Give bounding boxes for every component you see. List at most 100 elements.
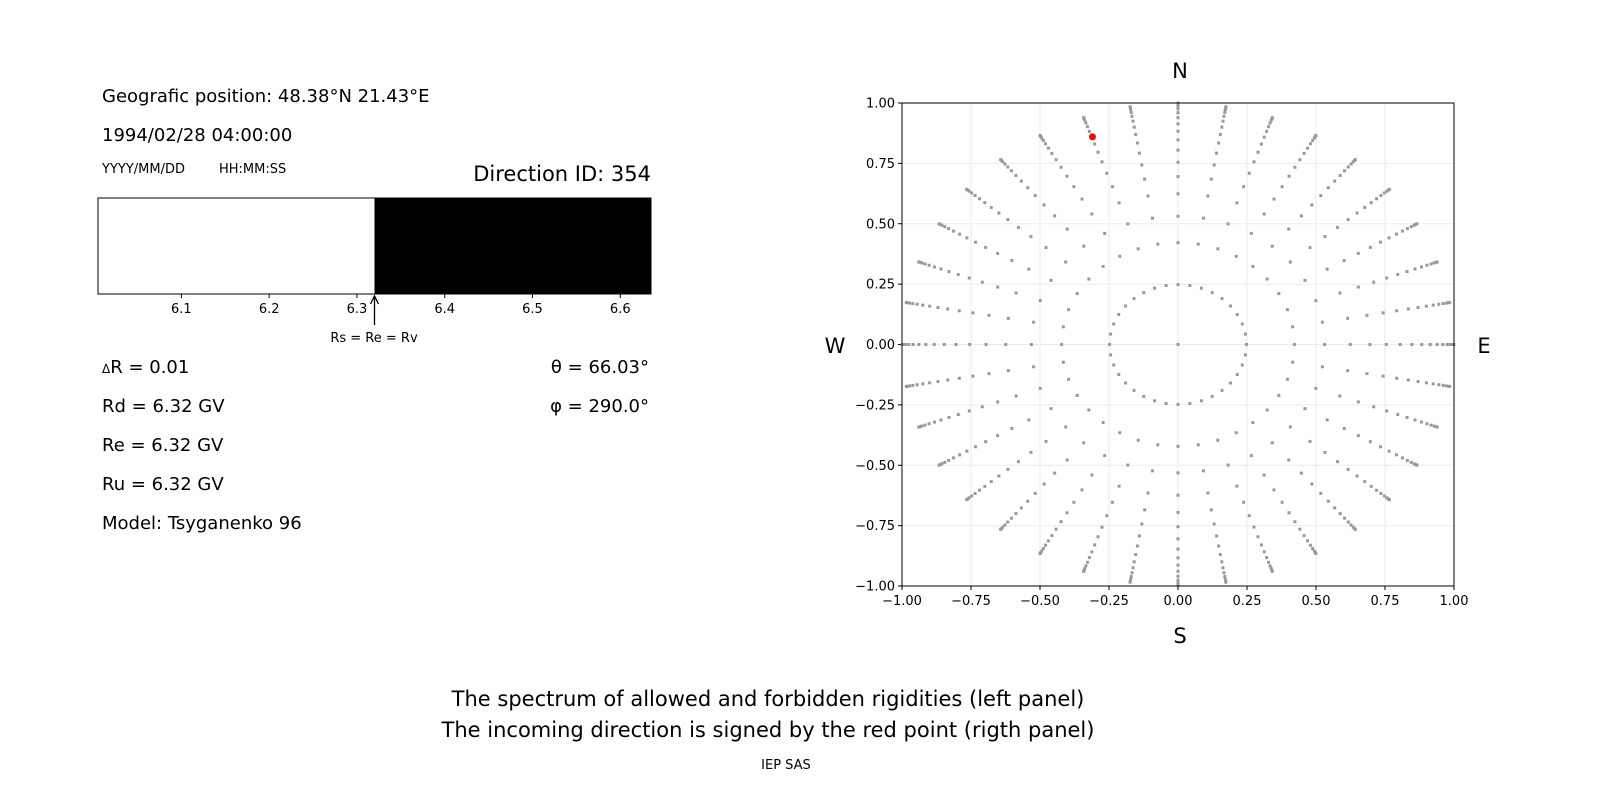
- direction-point: [1087, 556, 1091, 560]
- spectrum-segment: [374, 198, 651, 294]
- direction-point: [1206, 194, 1210, 198]
- footer-line-1: The spectrum of allowed and forbidden ri…: [451, 687, 1085, 711]
- direction-point: [996, 400, 1000, 404]
- direction-point: [1176, 525, 1180, 529]
- direction-point: [911, 343, 915, 346]
- direction-point: [1090, 473, 1094, 477]
- direction-point: [1009, 516, 1013, 520]
- y-tick-label: 0.75: [866, 157, 895, 172]
- direction-point: [1265, 408, 1269, 412]
- direction-point: [1176, 129, 1180, 133]
- direction-point: [1156, 242, 1160, 246]
- direction-point: [1420, 343, 1424, 346]
- direction-point: [987, 372, 991, 376]
- direction-point: [947, 227, 951, 231]
- direction-point: [928, 381, 932, 385]
- direction-point: [1303, 278, 1307, 282]
- direction-point: [903, 343, 907, 346]
- direction-point: [1105, 171, 1109, 175]
- y-tick-label: −1.00: [855, 580, 895, 595]
- direction-point: [1444, 301, 1448, 305]
- direction-point: [1112, 363, 1116, 367]
- direction-point: [940, 223, 944, 227]
- direction-point: [1259, 543, 1263, 547]
- direction-point: [1153, 286, 1157, 290]
- direction-point: [1176, 402, 1180, 406]
- direction-point: [1096, 150, 1100, 154]
- direction-point: [1132, 297, 1136, 301]
- direction-point: [1435, 260, 1439, 264]
- direction-point: [1312, 549, 1316, 553]
- direction-point: [1075, 292, 1079, 296]
- direction-point: [946, 378, 950, 382]
- direction-point: [1006, 520, 1010, 524]
- direction-point: [1153, 399, 1157, 403]
- direction-point: [1176, 493, 1180, 497]
- direction-point: [1270, 116, 1274, 120]
- direction-point: [1135, 141, 1139, 145]
- direction-point: [1176, 574, 1180, 578]
- direction-point: [954, 343, 958, 346]
- direction-point: [1053, 471, 1057, 475]
- direction-point: [1363, 480, 1367, 484]
- ru-value: Ru = 6.32 GV: [102, 474, 224, 495]
- direction-point: [1216, 438, 1220, 442]
- direction-point: [1379, 240, 1383, 244]
- direction-point: [1065, 227, 1069, 231]
- direction-point: [1156, 443, 1160, 447]
- direction-point: [1087, 408, 1091, 412]
- direction-point: [1270, 244, 1274, 248]
- direction-point: [1396, 412, 1400, 416]
- direction-point: [1176, 444, 1180, 448]
- direction-point: [1176, 547, 1180, 551]
- direction-point: [1050, 534, 1054, 538]
- direction-point: [1369, 484, 1373, 488]
- direction-point: [1251, 264, 1255, 268]
- direction-point: [1372, 280, 1376, 284]
- direction-point: [971, 311, 975, 315]
- direction-point: [1103, 231, 1107, 235]
- direction-point: [1176, 283, 1180, 287]
- direction-point: [1124, 304, 1128, 308]
- direction-point: [968, 343, 972, 346]
- direction-point: [1291, 360, 1295, 364]
- direction-point: [1176, 578, 1180, 582]
- direction-point: [1256, 150, 1260, 154]
- direction-point: [1338, 291, 1342, 295]
- direction-point: [1312, 136, 1316, 140]
- direction-point: [1262, 212, 1266, 216]
- delta-r: ΔR = 0.01: [102, 357, 189, 378]
- x-tick-label: 6.2: [259, 302, 280, 317]
- direction-point: [1044, 246, 1048, 250]
- direction-point: [1363, 205, 1367, 209]
- direction-point: [1217, 141, 1221, 145]
- direction-point: [1176, 581, 1180, 585]
- direction-point: [1240, 363, 1244, 367]
- direction-point: [1333, 506, 1337, 510]
- direction-point: [1369, 201, 1373, 205]
- direction-point: [1406, 307, 1410, 311]
- direction-point: [1032, 320, 1036, 324]
- direction-point: [1428, 343, 1432, 346]
- direction-point: [996, 285, 1000, 289]
- direction-point: [1072, 500, 1076, 504]
- direction-point: [1356, 251, 1360, 255]
- direction-point: [923, 423, 927, 427]
- direction-point: [1176, 175, 1180, 179]
- direction-point: [920, 424, 924, 428]
- y-tick-label: 0.00: [866, 338, 895, 353]
- direction-point: [1176, 471, 1180, 475]
- direction-point: [936, 380, 940, 384]
- direction-point: [980, 405, 984, 409]
- direction-point: [1262, 135, 1266, 139]
- compass-east: E: [1477, 334, 1490, 358]
- direction-point: [927, 263, 931, 267]
- direction-point: [1311, 138, 1315, 142]
- direction-point: [1065, 511, 1069, 515]
- direction-point: [1112, 322, 1116, 326]
- direction-point: [936, 305, 940, 309]
- direction-point: [927, 422, 931, 426]
- direction-point: [1398, 343, 1402, 346]
- direction-point: [1006, 165, 1010, 169]
- direction-point: [1325, 267, 1329, 271]
